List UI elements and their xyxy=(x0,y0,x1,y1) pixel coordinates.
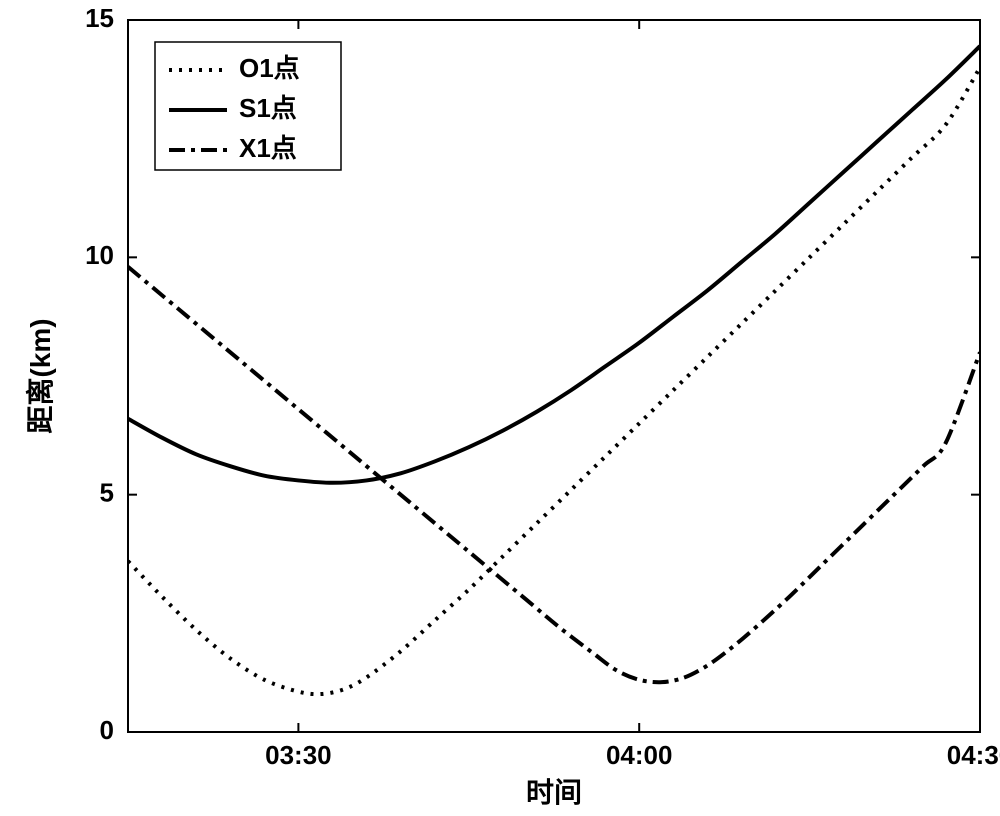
y-tick-label: 10 xyxy=(85,240,114,270)
y-axis-label: 距离(km) xyxy=(24,318,56,433)
legend-label: O1点 xyxy=(239,53,300,83)
y-tick-label: 0 xyxy=(100,715,114,745)
y-tick-label: 15 xyxy=(85,3,114,33)
chart-background xyxy=(0,0,1000,816)
legend-label: S1点 xyxy=(239,93,297,123)
chart-container: 0 5 10 15 03:30 04:00 04:30 时间 距离(km) O1点 S1点 X1点 xyxy=(0,0,1000,816)
y-tick-label: 5 xyxy=(100,478,114,508)
line-chart: 0 5 10 15 03:30 04:00 04:30 时间 距离(km) O1点 S1点 X1点 xyxy=(0,0,1000,816)
x-tick-label: 04:30 xyxy=(947,740,1000,770)
x-axis-label: 时间 xyxy=(526,777,582,808)
legend-label: X1点 xyxy=(239,133,297,163)
x-tick-label: 04:00 xyxy=(606,740,673,770)
x-tick-label: 03:30 xyxy=(265,740,332,770)
